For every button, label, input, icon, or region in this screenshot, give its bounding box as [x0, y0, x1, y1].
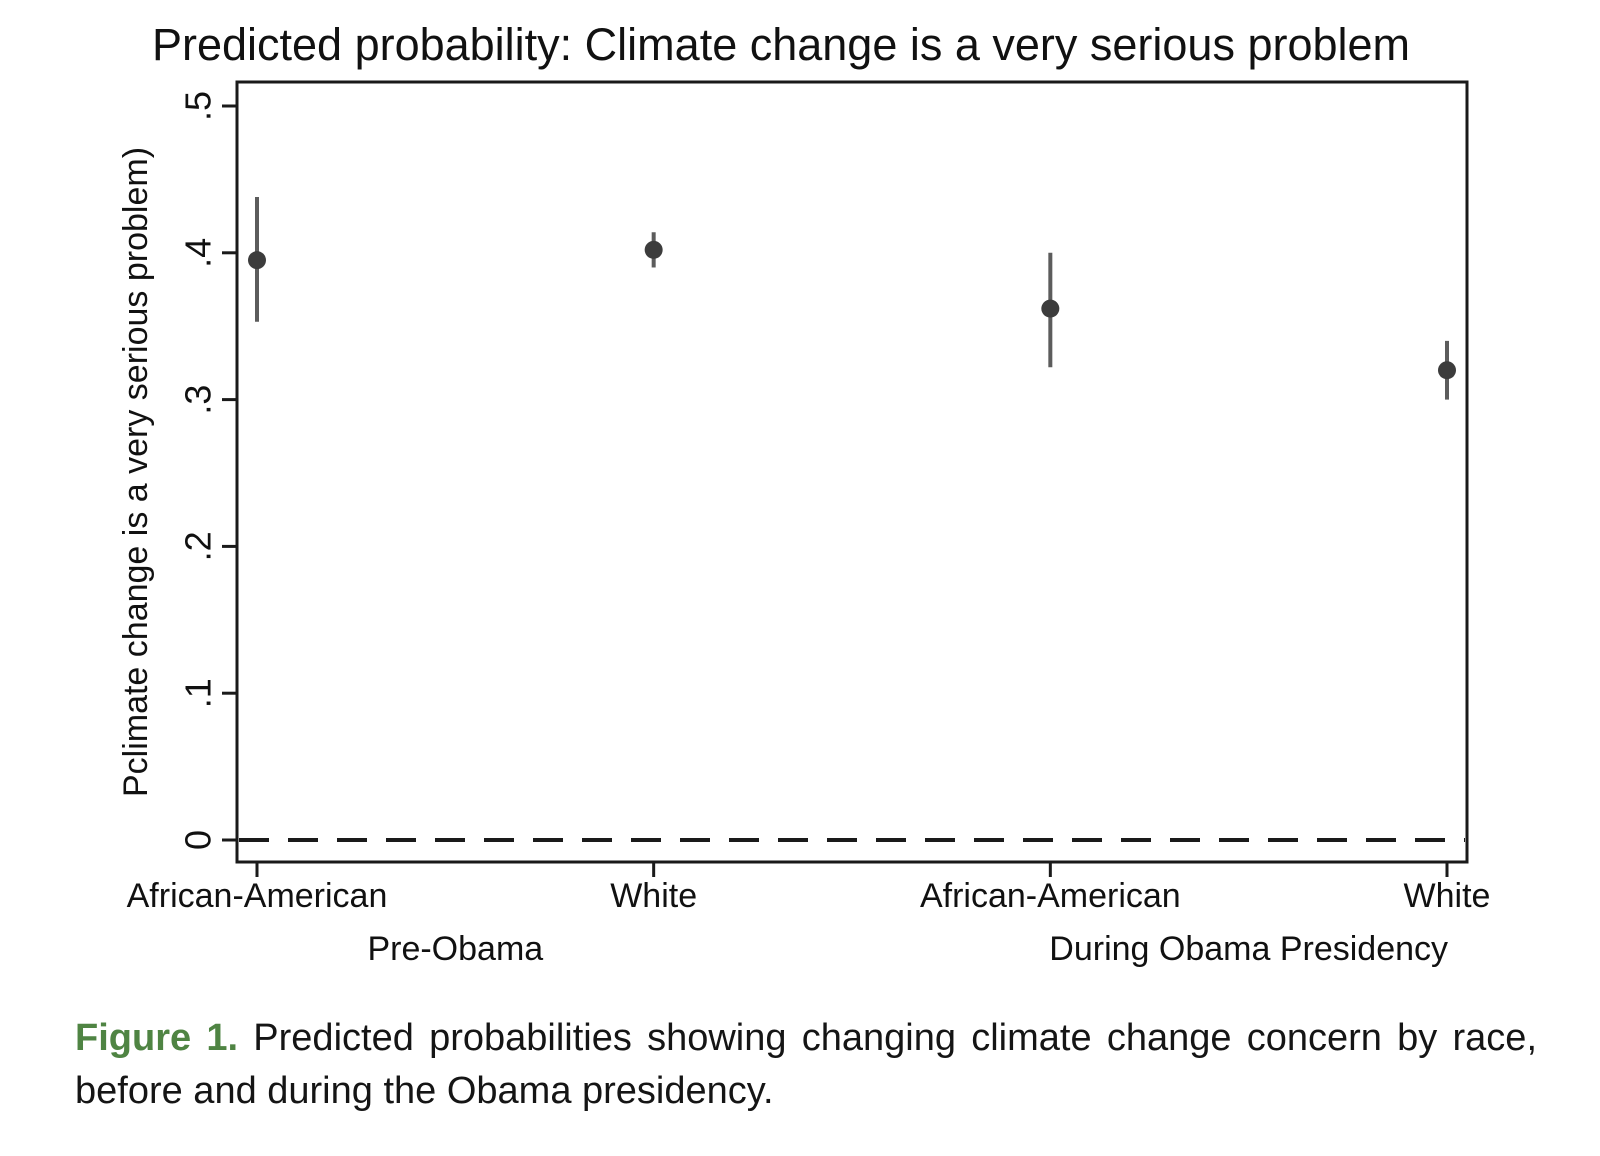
y-axis-title: Pclimate change is a very serious proble… — [117, 147, 155, 797]
caption-line-2: before and during the Obama presidency. — [75, 1070, 774, 1112]
estimate-marker — [1438, 361, 1456, 380]
y-tick-label: .2 — [178, 531, 219, 561]
estimate-marker — [248, 251, 266, 270]
chart-title: Predicted probability: Climate change is… — [152, 19, 1410, 70]
caption-line-1: Figure 1. Predicted probabilities showin… — [75, 1012, 1537, 1065]
x-category-label: African-American — [127, 877, 388, 915]
y-tick-label: .3 — [178, 385, 219, 415]
caption-text: Predicted probabilities showing changing… — [253, 1017, 1538, 1059]
x-category-label: White — [610, 877, 697, 915]
y-tick-label: .1 — [178, 678, 219, 708]
x-category-label: White — [1404, 877, 1491, 915]
x-group-label: Pre-Obama — [367, 930, 543, 968]
x-group-label: During Obama Presidency — [1049, 930, 1448, 968]
estimate-marker — [644, 240, 663, 259]
plot-border — [235, 80, 1469, 864]
figure-caption: Figure 1. Predicted probabilities showin… — [75, 1012, 1537, 1118]
chart-svg: Predicted probability: Climate change is… — [117, 19, 1491, 968]
y-tick-label: .5 — [178, 91, 219, 121]
y-tick-label: 0 — [178, 830, 219, 850]
y-tick-label: .4 — [178, 238, 219, 268]
caption-label: Figure 1. — [75, 1017, 239, 1059]
x-category-label: African-American — [920, 877, 1181, 915]
estimate-marker — [1041, 299, 1060, 318]
